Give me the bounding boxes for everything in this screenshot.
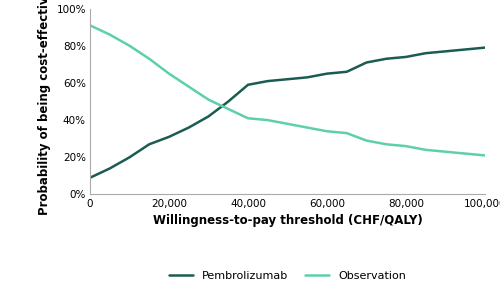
Observation: [146, 57, 152, 60]
Pembrolizumab: [403, 55, 409, 59]
Observation: [166, 72, 172, 75]
Observation: [423, 148, 429, 152]
Observation: [265, 118, 271, 122]
Y-axis label: Probability of being cost-effective: Probability of being cost-effective: [38, 0, 51, 215]
Pembrolizumab: [166, 135, 172, 139]
Observation: [482, 154, 488, 157]
Pembrolizumab: [442, 50, 448, 53]
Pembrolizumab: [462, 48, 468, 51]
Pembrolizumab: [126, 156, 132, 159]
Pembrolizumab: [265, 79, 271, 83]
Pembrolizumab: [107, 167, 113, 170]
Pembrolizumab: [186, 126, 192, 129]
Pembrolizumab: [225, 100, 231, 103]
Observation: [284, 122, 290, 126]
Observation: [344, 131, 350, 135]
Pembrolizumab: [146, 142, 152, 146]
Pembrolizumab: [423, 51, 429, 55]
Pembrolizumab: [245, 83, 251, 86]
Line: Pembrolizumab: Pembrolizumab: [90, 47, 485, 178]
Observation: [364, 139, 370, 142]
Observation: [403, 144, 409, 148]
Observation: [206, 98, 212, 101]
Observation: [107, 33, 113, 36]
Pembrolizumab: [284, 78, 290, 81]
Observation: [324, 130, 330, 133]
Pembrolizumab: [87, 176, 93, 180]
Observation: [442, 150, 448, 153]
Legend: Pembrolizumab, Observation: Pembrolizumab, Observation: [169, 271, 406, 281]
Pembrolizumab: [364, 61, 370, 64]
Pembrolizumab: [482, 46, 488, 49]
Pembrolizumab: [344, 70, 350, 74]
Pembrolizumab: [304, 76, 310, 79]
Pembrolizumab: [384, 57, 390, 60]
Line: Observation: Observation: [90, 25, 485, 155]
Observation: [462, 152, 468, 155]
Observation: [245, 117, 251, 120]
Pembrolizumab: [324, 72, 330, 75]
Pembrolizumab: [206, 115, 212, 118]
Observation: [126, 44, 132, 47]
Observation: [384, 142, 390, 146]
Observation: [225, 107, 231, 111]
Observation: [304, 126, 310, 129]
Observation: [87, 23, 93, 27]
X-axis label: Willingness-to-pay threshold (CHF/QALY): Willingness-to-pay threshold (CHF/QALY): [152, 214, 422, 227]
Observation: [186, 85, 192, 88]
